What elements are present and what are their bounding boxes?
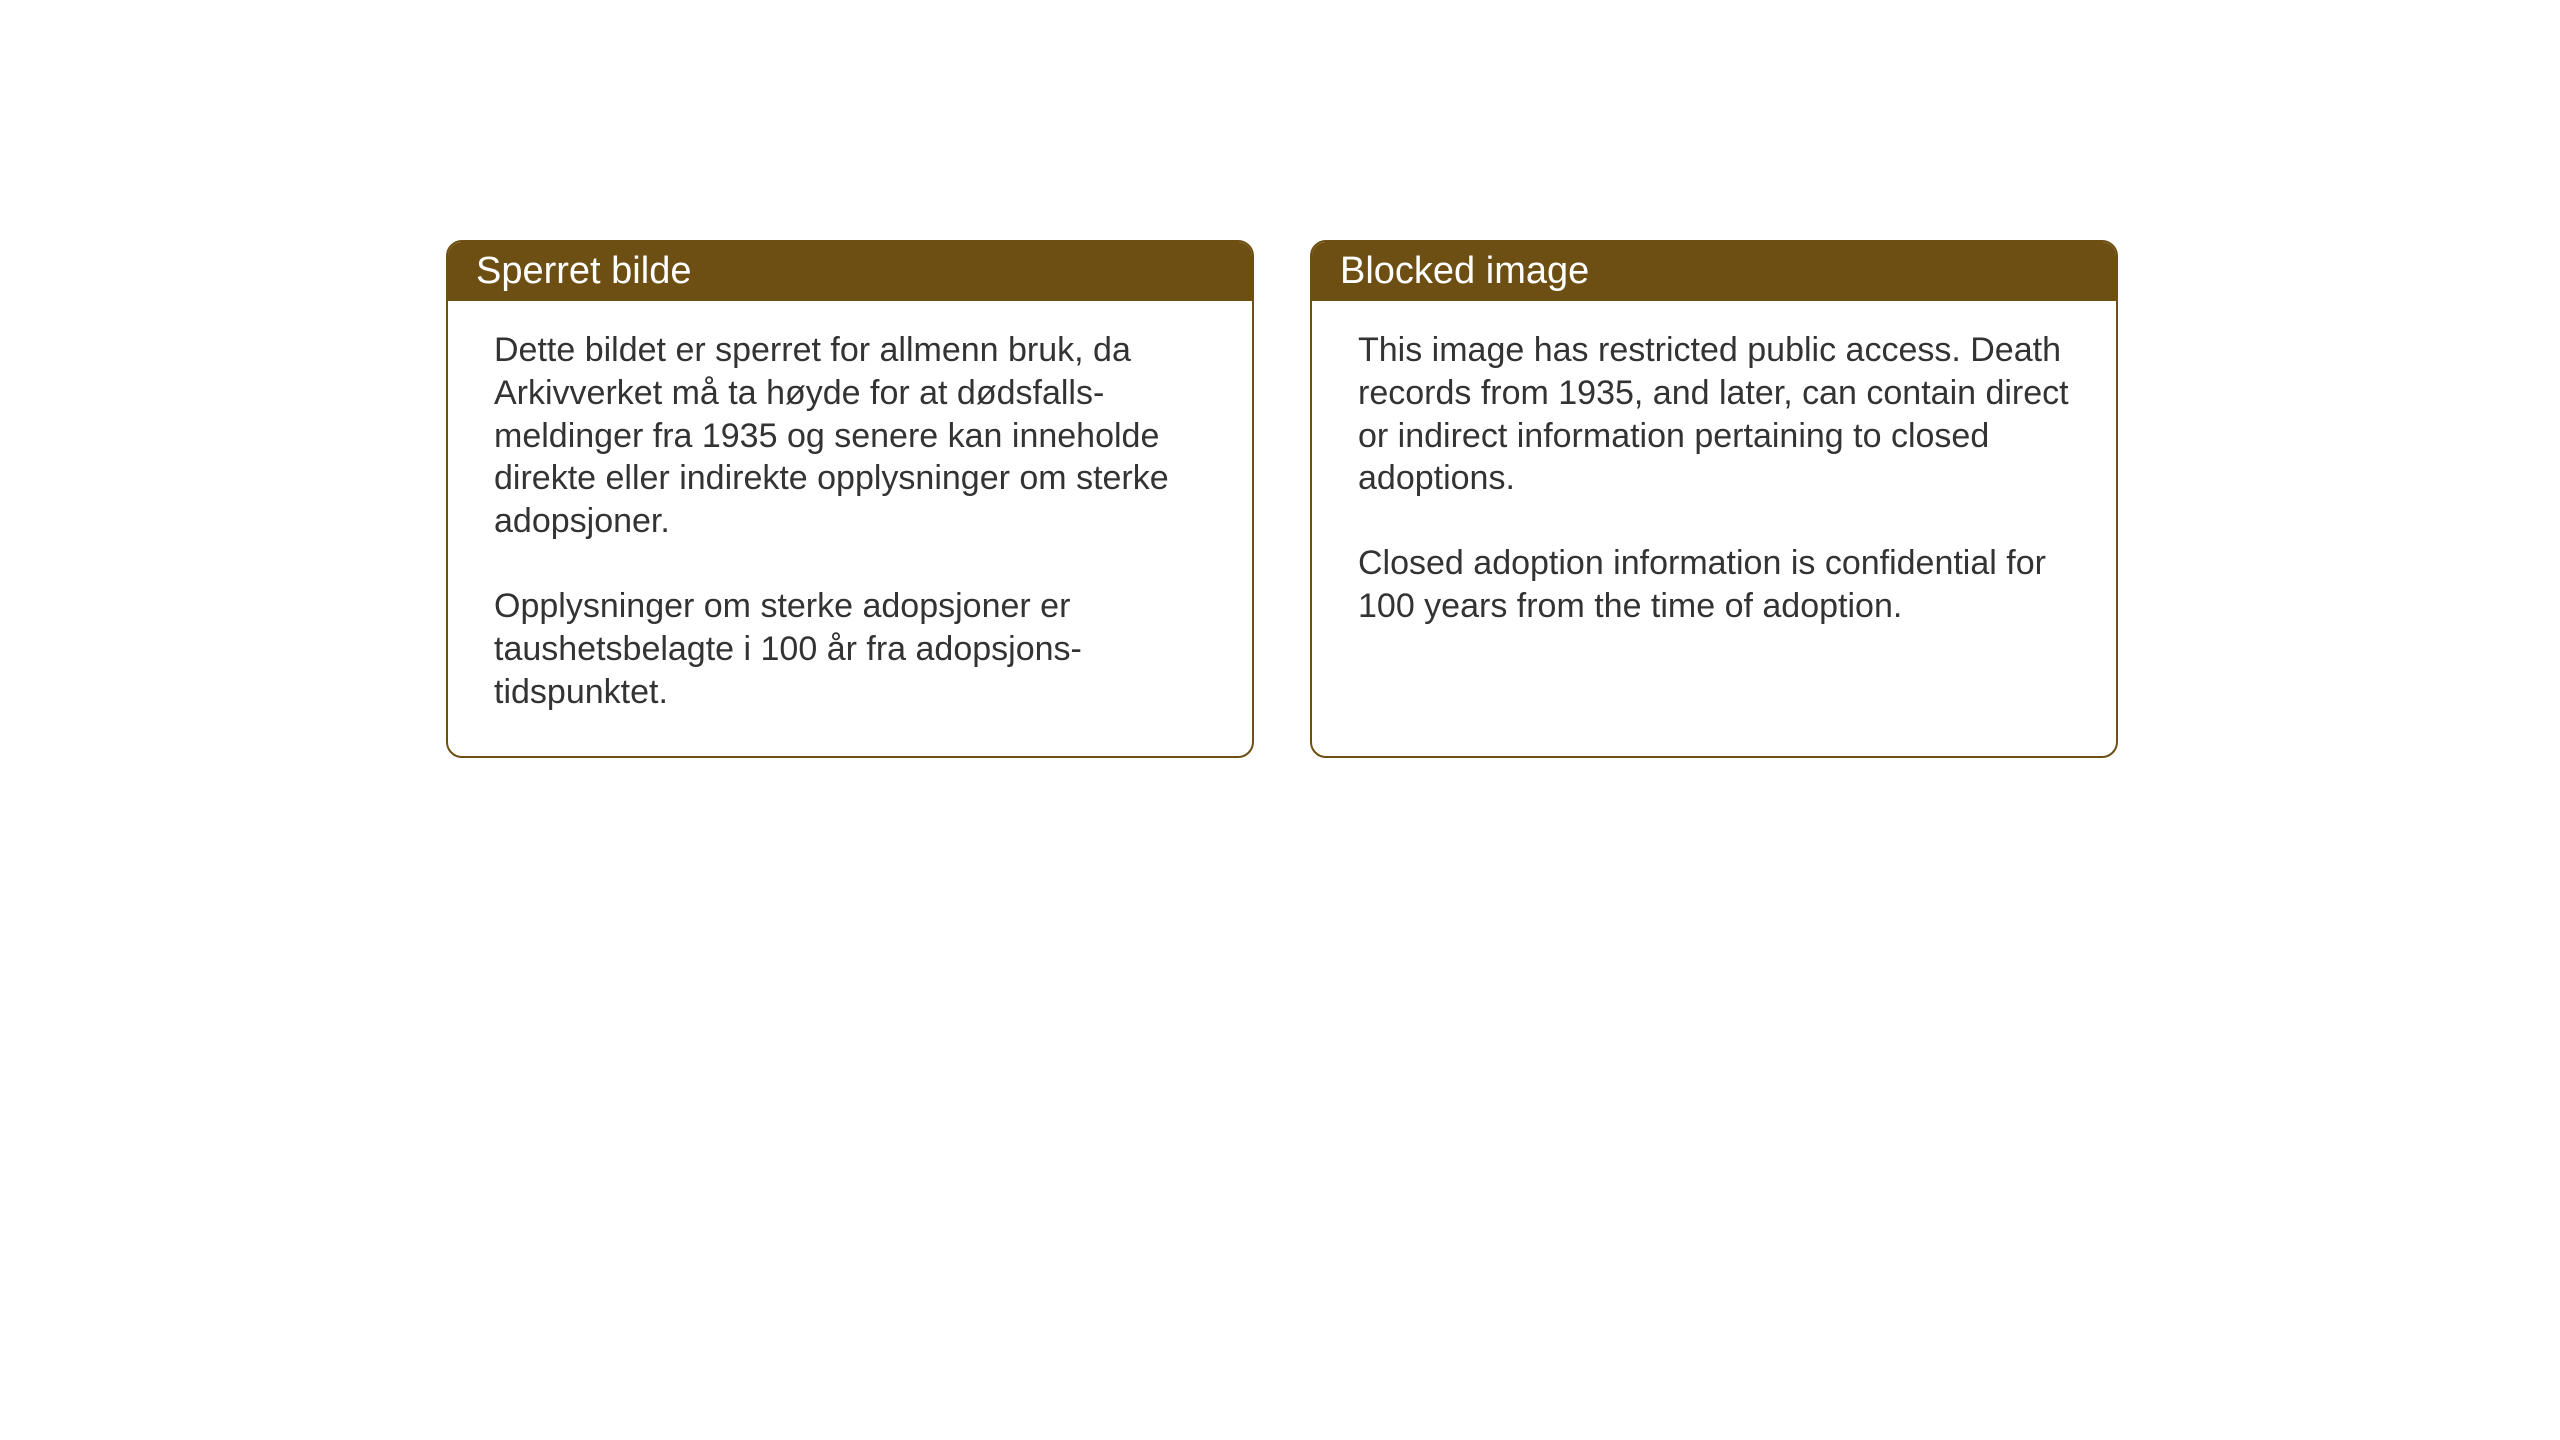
notice-paragraph-1-norwegian: Dette bildet er sperret for allmenn bruk… xyxy=(494,329,1206,543)
notice-paragraph-2-norwegian: Opplysninger om sterke adopsjoner er tau… xyxy=(494,585,1206,713)
notice-paragraph-1-english: This image has restricted public access.… xyxy=(1358,329,2070,500)
notice-card-norwegian: Sperret bilde Dette bildet er sperret fo… xyxy=(446,240,1254,758)
notice-header-english: Blocked image xyxy=(1312,242,2116,301)
notice-body-norwegian: Dette bildet er sperret for allmenn bruk… xyxy=(448,301,1252,756)
notice-title-english: Blocked image xyxy=(1340,250,1589,292)
notice-body-english: This image has restricted public access.… xyxy=(1312,301,2116,714)
notice-paragraph-2-english: Closed adoption information is confident… xyxy=(1358,542,2070,628)
notice-header-norwegian: Sperret bilde xyxy=(448,242,1252,301)
notice-title-norwegian: Sperret bilde xyxy=(476,250,691,292)
notice-container: Sperret bilde Dette bildet er sperret fo… xyxy=(446,240,2118,758)
notice-card-english: Blocked image This image has restricted … xyxy=(1310,240,2118,758)
